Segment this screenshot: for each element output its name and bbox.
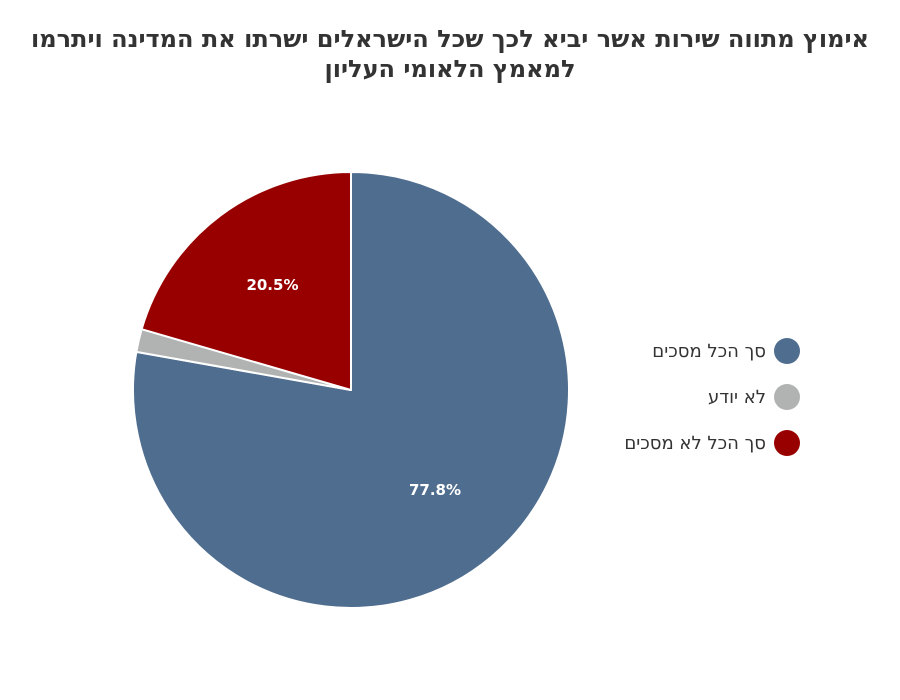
legend-item-disagree[interactable]: סך הכל לא מסכים	[624, 420, 800, 466]
data-label-disagree: 20.5%	[246, 276, 298, 294]
pie-slice-disagree[interactable]	[140, 171, 352, 391]
legend-label-dont-know: לא יודע	[707, 386, 766, 408]
legend-swatch-agree	[774, 338, 800, 364]
legend-swatch-disagree	[774, 430, 800, 456]
legend-label-agree: סך הכל מסכים	[652, 340, 766, 362]
legend-swatch-dont-know	[774, 384, 800, 410]
legend-item-agree[interactable]: סך הכל מסכים	[624, 328, 800, 374]
pie-data-labels: 77.8% 20.5%	[246, 276, 461, 499]
data-label-agree: 77.8%	[409, 481, 461, 499]
legend-label-disagree: סך הכל לא מסכים	[624, 432, 766, 454]
pie-slices	[132, 171, 570, 609]
chart-title: אימוץ מתווה שירות אשר יביא לכך שכל הישרא…	[31, 25, 869, 83]
legend-item-dont-know[interactable]: לא יודע	[624, 374, 800, 420]
legend: סך הכל מסכים לא יודע סך הכל לא מסכים	[624, 328, 800, 466]
